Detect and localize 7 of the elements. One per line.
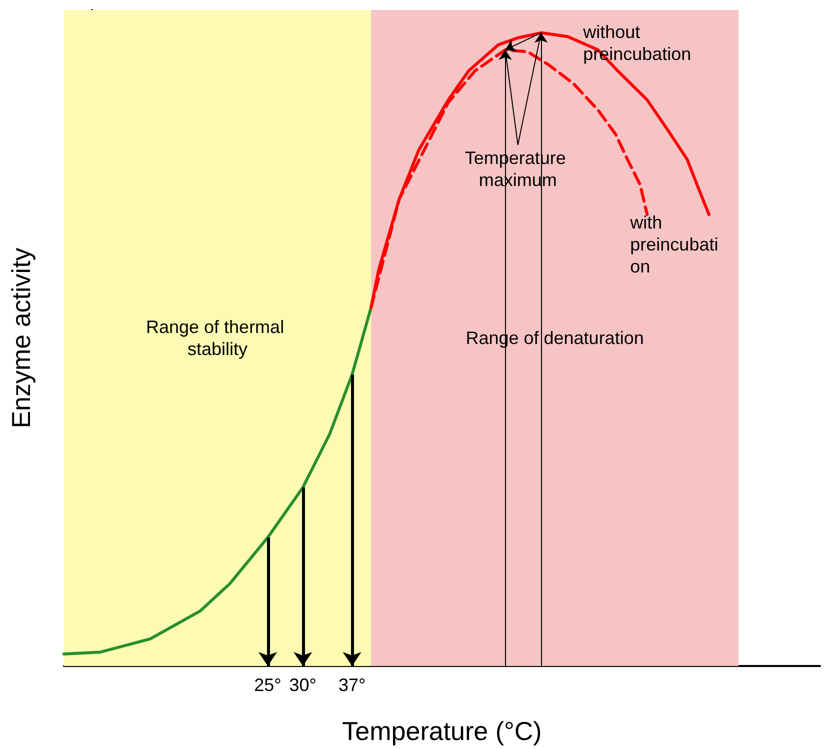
series-label: with preincubation <box>629 212 718 277</box>
x-axis-title: Temperature (°C) <box>342 716 542 746</box>
band-label: Range of thermal stability <box>146 317 290 359</box>
x-tick-label: 30° <box>289 675 316 695</box>
y-axis-title: Enzyme activity <box>6 248 36 428</box>
x-tick-label: 37° <box>338 675 366 695</box>
x-tick-label: 25° <box>254 675 282 695</box>
